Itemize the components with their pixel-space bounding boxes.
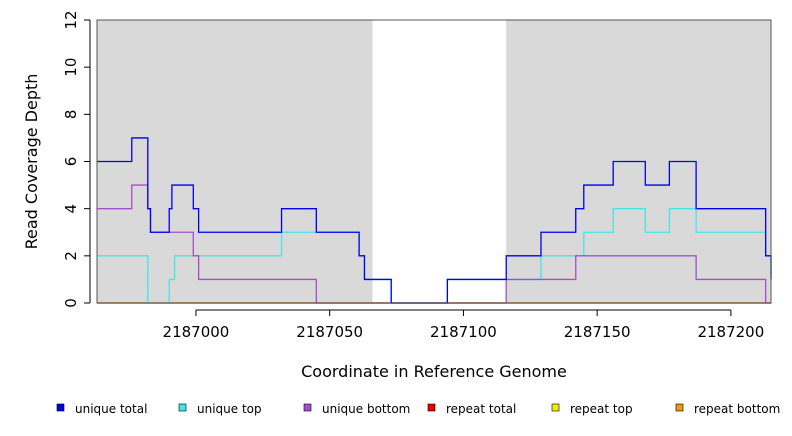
legend-label-repeat-total: repeat total: [446, 402, 516, 416]
x-tick-label: 2187000: [163, 323, 230, 341]
y-tick-label: 0: [62, 298, 80, 308]
legend-swatch-repeat-bottom: [675, 403, 684, 412]
x-tick-label: 2187150: [564, 323, 631, 341]
x-tick-label: 2187050: [296, 323, 363, 341]
legend-label-unique-bottom: unique bottom: [322, 402, 410, 416]
legend-label-unique-top: unique top: [197, 402, 262, 416]
x-tick-label: 2187200: [697, 323, 764, 341]
y-tick-label: 2: [62, 251, 80, 261]
legend: unique total unique top unique bottom repea…: [56, 402, 780, 416]
shaded-region-1: [97, 20, 373, 303]
legend-swatch-unique-bottom: [303, 403, 312, 412]
y-tick-label: 6: [62, 157, 80, 167]
y-tick-label: 8: [62, 110, 80, 120]
legend-label-repeat-bottom: repeat bottom: [694, 402, 780, 416]
y-tick-label: 4: [62, 204, 80, 214]
y-axis: 0 2 4 6 8 10 12: [62, 10, 91, 308]
series-line-unique-total: [97, 137, 772, 304]
x-tick-label: 2187100: [430, 323, 497, 341]
legend-swatch-unique-top: [178, 403, 187, 412]
x-axis-label: Coordinate in Reference Genome: [301, 362, 567, 381]
y-axis-label: Read Coverage Depth: [22, 74, 41, 250]
legend-label-unique-total: unique total: [75, 402, 147, 416]
legend-swatch-repeat-top: [551, 403, 560, 412]
legend-label-repeat-top: repeat top: [570, 402, 633, 416]
plot-frame: [96, 19, 772, 304]
legend-swatch-unique-total: [56, 403, 65, 412]
y-tick-label: 12: [62, 10, 80, 29]
y-tick-label: 10: [62, 58, 80, 77]
legend-swatch-repeat-total: [427, 403, 436, 412]
x-axis: 2187000 2187050 2187100 2187150 2187200: [163, 309, 764, 341]
